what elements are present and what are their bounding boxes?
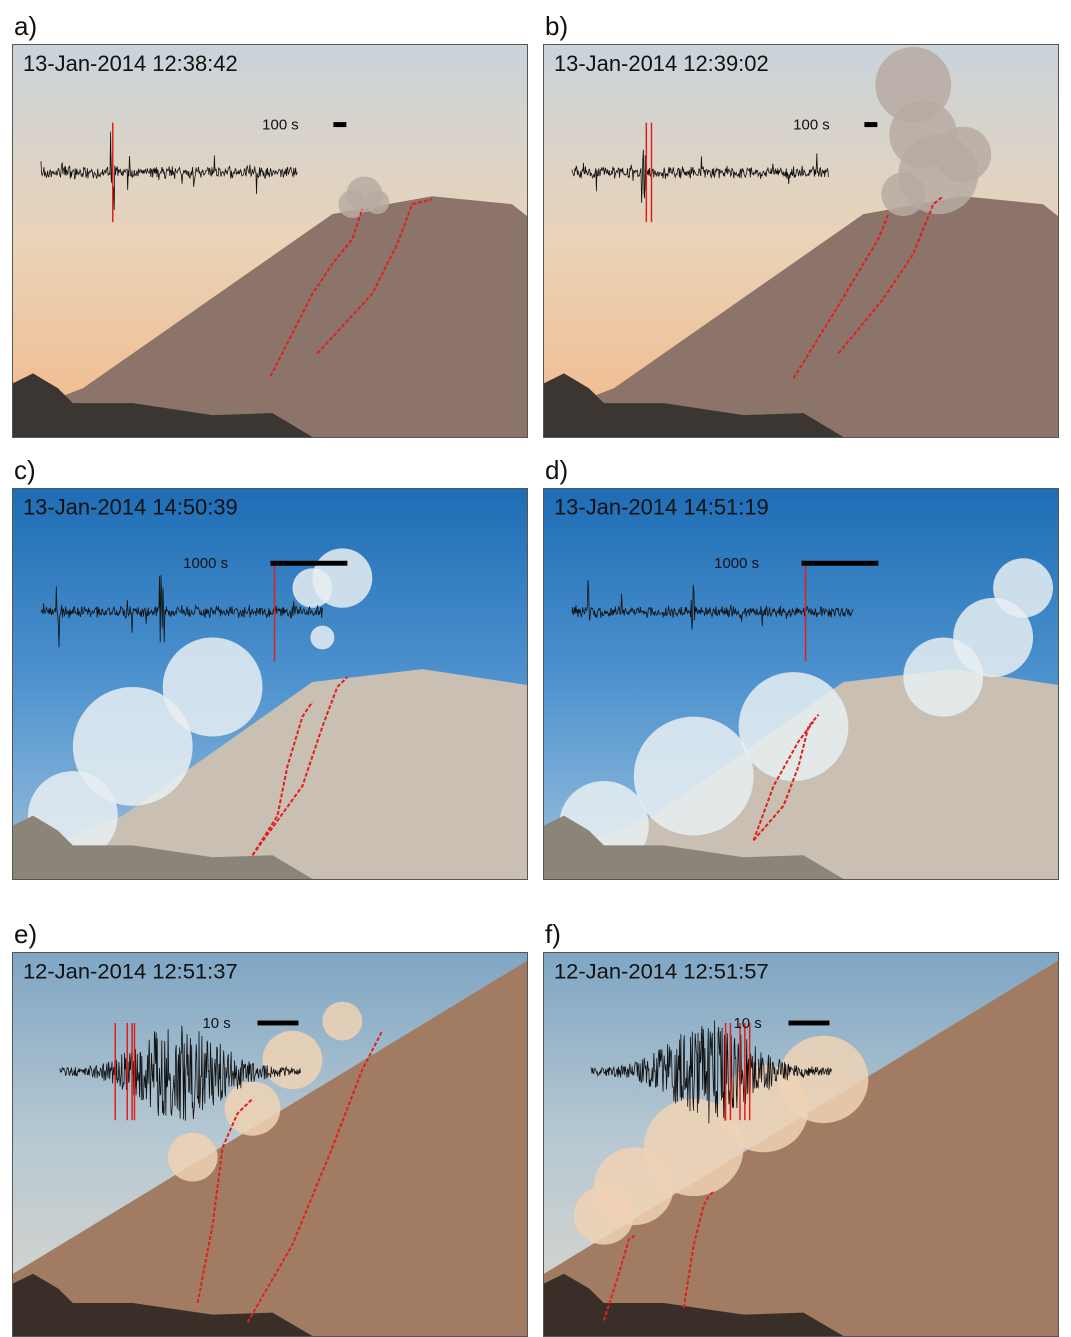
volcano [544,196,1058,437]
volcano [13,196,527,437]
deposit-outline [752,721,815,841]
seismogram [40,575,323,648]
foreground-rocks [544,1273,844,1336]
scale-bar [270,560,348,566]
timestamp: 13-Jan-2014 14:50:39 [23,495,238,520]
plume [903,637,984,717]
photo: 100 s 13-Jan-2014 12:39:02 [544,45,1058,437]
deposit-outline [196,1098,254,1304]
deposit-outline [316,198,433,355]
scale-label: 1000 s [183,556,228,572]
panel-label: f) [545,919,561,949]
scale-label: 100 s [262,117,299,134]
plume [224,1081,281,1136]
plume [310,625,335,650]
deposit-outline [837,195,944,355]
photo-panel: 10 s 12-Jan-2014 12:51:37 [12,952,528,1337]
deposit-outline [682,1190,715,1308]
scale-bar [864,122,878,128]
plume [322,1001,363,1041]
timestamp: 12-Jan-2014 12:51:37 [23,959,238,984]
seismogram [40,131,298,210]
seismogram [571,580,854,630]
timestamp: 13-Jan-2014 14:51:19 [554,495,769,520]
scale-label: 100 s [793,117,830,134]
foreground-rocks [13,1273,313,1336]
foreground-rocks [13,373,313,437]
photo: 10 s 12-Jan-2014 12:51:37 [13,953,527,1336]
plume [262,1030,323,1090]
photo: 1000 s 13-Jan-2014 14:50:39 [13,489,527,879]
foreground-rocks [544,373,844,437]
plume [72,686,193,806]
photo-panel: 100 s 13-Jan-2014 12:39:02 [543,44,1059,438]
foreground-rocks [13,815,313,879]
panel-label: a) [14,11,38,41]
plume [738,672,849,782]
foreground-rocks [544,815,844,879]
deposit-outline [246,1030,384,1323]
deposit-outline [752,714,820,842]
seismogram [590,1020,832,1124]
plume [718,1064,809,1153]
volcano [13,960,527,1336]
panel-label: c) [14,455,36,485]
scale-label: 1000 s [714,556,759,572]
deposit-outline [792,213,890,379]
deposit-outline [602,1234,637,1321]
timestamp: 13-Jan-2014 12:39:02 [554,51,769,76]
timestamp: 13-Jan-2014 12:38:42 [23,51,238,76]
plume [573,1186,634,1245]
panel-label: d) [545,455,569,485]
scale-bar [333,122,347,128]
photo-panel: 1000 s 13-Jan-2014 14:51:19 [543,488,1059,880]
plume [162,637,263,737]
deposit-outline [251,701,314,856]
plume [338,190,367,219]
plume [633,716,754,836]
plume [167,1132,218,1182]
deposit-outline [251,676,349,856]
photo-panel: 100 s 13-Jan-2014 12:38:42 [12,44,528,438]
volcano [544,960,1058,1336]
photo: 1000 s 13-Jan-2014 14:51:19 [544,489,1058,879]
photo-panel: 1000 s 13-Jan-2014 14:50:39 [12,488,528,880]
timestamp: 12-Jan-2014 12:51:57 [554,959,769,984]
volcano [13,669,527,879]
scale-bar [788,1020,830,1026]
plume [365,190,390,215]
plume [292,568,333,608]
photo: 100 s 13-Jan-2014 12:38:42 [13,45,527,437]
panel-label: b) [545,11,569,41]
scale-label: 10 s [202,1016,230,1032]
seismogram [571,149,829,203]
scale-bar [257,1020,299,1026]
plume [935,126,992,183]
scale-bar [801,560,879,566]
photo: 10 s 12-Jan-2014 12:51:57 [544,953,1058,1336]
panel-label: e) [14,919,38,949]
scale-label: 10 s [733,1016,761,1032]
plume [881,172,926,217]
photo-panel: 10 s 12-Jan-2014 12:51:57 [543,952,1059,1337]
deposit-outline [269,208,364,377]
